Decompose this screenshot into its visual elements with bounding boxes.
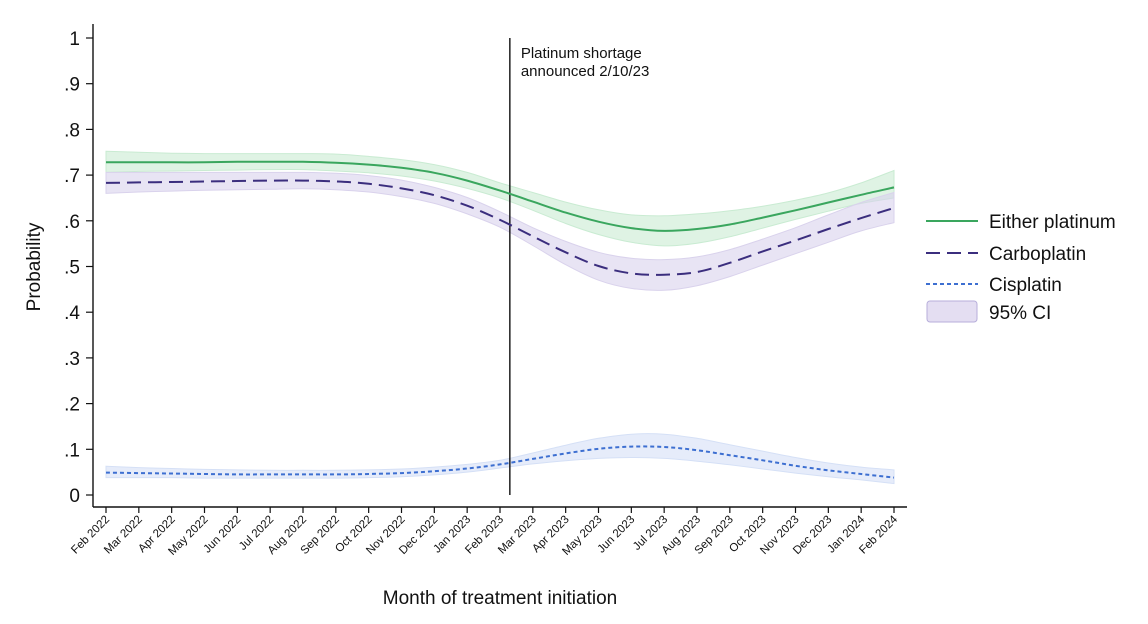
legend: Either platinum Carboplatin Cisplatin 95… bbox=[926, 212, 1116, 324]
y-tick-label: .5 bbox=[64, 258, 80, 279]
series-line-either-platinum bbox=[106, 160, 895, 232]
legend-swatch-ci bbox=[926, 300, 978, 323]
y-tick-label: .8 bbox=[64, 120, 80, 141]
y-axis-title: Probability bbox=[24, 222, 45, 311]
y-ticks: 0 .1 .2 .3 .4 .5 .6 .7 .8 .9 1 bbox=[64, 29, 93, 507]
y-tick-label: .2 bbox=[64, 395, 80, 416]
series-line-carboplatin bbox=[105, 179, 895, 276]
y-tick-label: 1 bbox=[69, 29, 80, 50]
y-tick-label: .6 bbox=[64, 212, 80, 233]
ci-band-carboplatin bbox=[105, 171, 895, 291]
legend-label-ci: 95% CI bbox=[989, 303, 1051, 324]
shortage-annotation-line1: Platinum shortage bbox=[521, 45, 642, 62]
y-tick-label: .3 bbox=[64, 349, 80, 370]
axes bbox=[92, 24, 907, 508]
ci-band-either-platinum bbox=[105, 150, 895, 247]
y-tick-label: .9 bbox=[64, 75, 80, 96]
y-tick-label: .1 bbox=[64, 440, 80, 461]
y-tick-label: .4 bbox=[64, 303, 80, 324]
ci-bands bbox=[105, 150, 895, 485]
shortage-annotation-line2: announced 2/10/23 bbox=[521, 63, 649, 80]
y-tick-label: 0 bbox=[69, 486, 80, 507]
legend-label-either-platinum: Either platinum bbox=[989, 212, 1116, 233]
ci-band-cisplatin bbox=[105, 433, 895, 485]
series-lines bbox=[105, 160, 895, 479]
series-line-cisplatin bbox=[105, 445, 895, 479]
y-tick-label: .7 bbox=[64, 166, 80, 187]
legend-label-cisplatin: Cisplatin bbox=[989, 275, 1062, 296]
x-axis-title: Month of treatment initiation bbox=[383, 588, 617, 609]
legend-label-carboplatin: Carboplatin bbox=[989, 244, 1086, 265]
